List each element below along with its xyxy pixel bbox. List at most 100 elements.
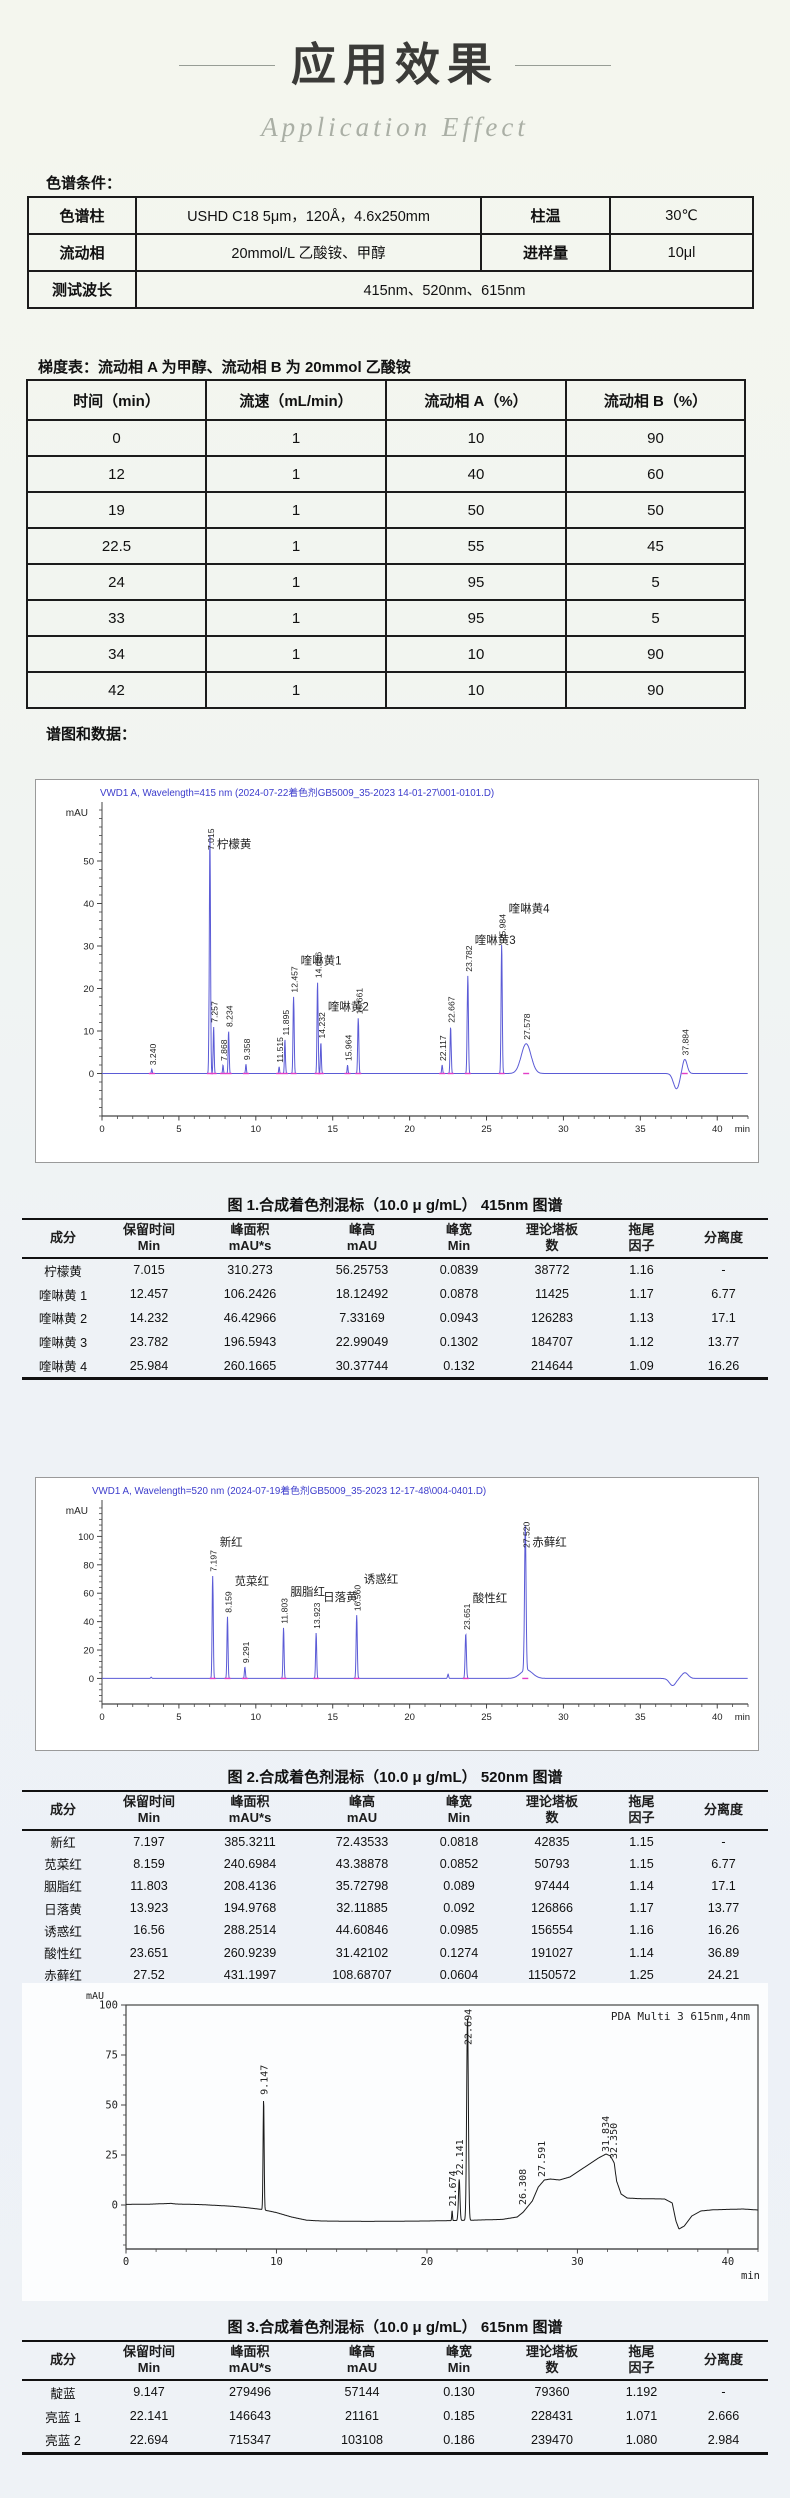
- cell: 喹啉黄 1: [38, 1288, 88, 1303]
- cell: 1.25: [629, 1967, 654, 1982]
- column-header: 峰宽 Min: [418, 1791, 500, 1830]
- cell: 1.13: [629, 1310, 654, 1325]
- table-row: 12 1 40 60: [26, 455, 746, 493]
- header-line: Min: [137, 1810, 161, 1826]
- cell: 0.186: [443, 2432, 475, 2447]
- peak-name-label: 新红: [220, 1535, 243, 1549]
- cell: 42: [26, 671, 207, 709]
- cell: 32.11885: [336, 1901, 388, 1916]
- chromatogram-svg-2: 0 20 40 60 80 100 0 5 10 15 20 25 30 35 40 min mAU VWD1 A…: [66, 1484, 750, 1723]
- table-header-row: 成分 保留时间 Min 峰面积 mAU*s 峰高 mAU 峰宽 Min 理论塔板数拖尾 因子 分离度: [22, 2341, 768, 2380]
- table-row: 42 1 10 90: [26, 671, 746, 709]
- column-header: 分离度: [679, 1791, 768, 1830]
- cell: 0.130: [443, 2385, 475, 2400]
- cell: 0.0839: [439, 1263, 479, 1278]
- cell: 1: [205, 455, 387, 493]
- peak-time-label: 37.884: [681, 1029, 691, 1056]
- cell: 50793: [534, 1856, 570, 1871]
- table-row: 柠檬黄 7.015 310.273 56.25753 0.0839 38772 1.16 -: [22, 1258, 768, 1283]
- peak-time-label: 7.257: [210, 1001, 220, 1023]
- cell: 97444: [534, 1878, 570, 1893]
- cell: 0.092: [443, 1901, 475, 1916]
- chromatogram-svg-1: 0 10 20 30 40 50 0 5 10 15 20 25 30 35 40 min mAU VWD1 A,…: [66, 786, 750, 1135]
- cell: 1: [205, 671, 387, 709]
- x-tick-label: 25: [481, 1712, 492, 1723]
- header-line: mAU: [346, 1238, 378, 1254]
- y-tick-label: 20: [83, 1646, 94, 1657]
- header-line: 成分: [49, 1802, 76, 1818]
- column-header: 理论塔板数: [500, 1791, 604, 1830]
- table-row: 靛蓝 9.147 279496 57144 0.130 79360 1.192 -: [22, 2380, 768, 2405]
- y-tick-label: 40: [83, 899, 94, 910]
- cell: 诱惑红: [44, 1924, 82, 1939]
- spectra-heading: 谱图和数据：: [46, 726, 137, 743]
- cell: 194.9768: [223, 1901, 277, 1916]
- header-line: 保留时间: [122, 1794, 175, 1809]
- results-table-415nm: 成分 保留时间 Min 峰面积 mAU*s 峰高 mAU 峰宽 Min 理论塔板数拖尾 因子 分离度柠…: [22, 1218, 768, 1381]
- cell: 196.5943: [223, 1334, 277, 1349]
- column-header: 峰高 mAU: [306, 1791, 418, 1830]
- cell: 1.15: [629, 1834, 654, 1849]
- y-tick-label: 40: [83, 1617, 94, 1628]
- cell: 0: [26, 419, 207, 457]
- cell: 90: [565, 671, 746, 709]
- cell: 14.232: [129, 1310, 169, 1325]
- header-line: mAU: [346, 1810, 378, 1826]
- cell: USHD C18 5μm，120Å，4.6x250mm: [135, 196, 482, 235]
- header-line: Min: [137, 1238, 161, 1254]
- cell: 25.984: [129, 1358, 169, 1373]
- cell: 36.89: [707, 1945, 740, 1960]
- y-tick-label: 100: [99, 2000, 118, 2012]
- cell: 喹啉黄 2: [38, 1312, 88, 1327]
- cell: 胭脂红: [44, 1880, 82, 1895]
- header-line: Min: [447, 2360, 471, 2376]
- y-tick-label: 25: [105, 2150, 118, 2162]
- column-header: 成分: [22, 1791, 104, 1830]
- peak-time-label: 26.308: [518, 2169, 529, 2205]
- chromatogram-panel-520nm: 0 20 40 60 80 100 0 5 10 15 20 25 30 35 40 min mAU VWD1 A…: [35, 1477, 759, 1751]
- cell: 2.984: [707, 2432, 740, 2447]
- table-row: 喹啉黄 4 25.984 260.1665 30.37744 0.132 214644 1.…: [22, 1354, 768, 1379]
- cell: 22.99049: [335, 1334, 389, 1349]
- x-tick-label: 40: [722, 2256, 735, 2268]
- table-row: 34 1 10 90: [26, 635, 746, 673]
- header-line: 因子: [628, 1238, 655, 1254]
- header-line: 数: [545, 1238, 559, 1254]
- peak-name-label: 柠檬黄: [217, 837, 252, 851]
- plot-frame: [125, 2004, 759, 2250]
- peak-name-label: 喹啉黄3: [475, 933, 516, 947]
- cell: 22.141: [129, 2409, 169, 2424]
- cell: 17.1: [711, 1310, 736, 1325]
- cell: 191027: [530, 1945, 574, 1960]
- header-line: mAU*s: [228, 2360, 272, 2376]
- cell: 56.25753: [335, 1263, 389, 1278]
- column-header: 峰高 mAU: [306, 2341, 418, 2380]
- chromatogram-header: VWD1 A, Wavelength=415 nm (2024-07-22着色剂…: [100, 786, 494, 799]
- table-row: 日落黄 13.923 194.9768 32.11885 0.092 126866 1.17…: [22, 1897, 768, 1919]
- x-tick-label: 30: [558, 1124, 569, 1135]
- table-body: 新红 7.197 385.3211 72.43533 0.0818 42835 1.15 - 苋…: [22, 1830, 768, 1988]
- y-tick-label: 75: [105, 2050, 118, 2062]
- column-header: 峰高 mAU: [306, 1219, 418, 1258]
- header-line: 峰宽: [445, 1794, 472, 1809]
- cell: 1.16: [629, 1923, 654, 1938]
- cell: 1.17: [629, 1901, 654, 1916]
- conditions-heading: 色谱条件：: [46, 175, 122, 192]
- cell: 1: [205, 563, 387, 601]
- header-line: 成分: [49, 2352, 76, 2368]
- cell: 13.77: [707, 1334, 740, 1349]
- column-header: 峰面积 mAU*s: [194, 2341, 306, 2380]
- peak-name-label: 喹啉黄1: [301, 954, 342, 968]
- cell: 亮蓝 2: [45, 2434, 81, 2449]
- table-row: 24 1 95 5: [26, 563, 746, 601]
- cell: 7.33169: [339, 1310, 385, 1325]
- x-tick-label: 35: [635, 1124, 646, 1135]
- peak-time-label: 23.651: [462, 1603, 472, 1630]
- cell: 240.6984: [223, 1856, 277, 1871]
- y-tick-label: 30: [83, 942, 94, 953]
- cell: 5: [565, 563, 746, 601]
- cell: 8.159: [133, 1856, 165, 1871]
- cell: 1.15: [629, 1856, 654, 1871]
